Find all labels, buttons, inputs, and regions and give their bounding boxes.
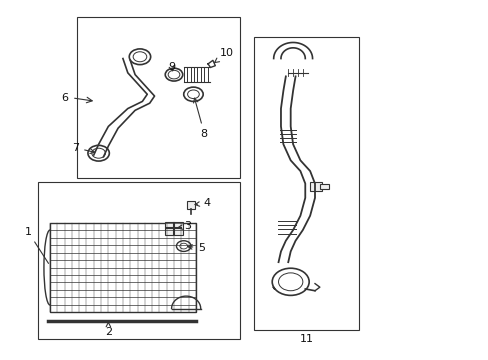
Text: 10: 10 xyxy=(214,48,234,63)
Text: 3: 3 xyxy=(178,221,190,231)
Bar xyxy=(309,182,322,191)
Text: 6: 6 xyxy=(61,93,68,103)
Text: 11: 11 xyxy=(299,334,313,344)
Bar xyxy=(254,37,358,330)
Text: 9: 9 xyxy=(168,63,175,72)
Bar xyxy=(38,182,239,339)
Text: 7: 7 xyxy=(72,143,95,153)
Bar xyxy=(319,184,328,189)
Bar xyxy=(50,223,196,312)
Bar xyxy=(165,222,183,235)
Text: 1: 1 xyxy=(24,227,48,264)
Text: 4: 4 xyxy=(195,198,210,208)
Text: 5: 5 xyxy=(187,243,205,253)
Bar xyxy=(187,201,195,208)
Bar xyxy=(77,18,239,178)
Text: 2: 2 xyxy=(104,321,112,337)
Text: 8: 8 xyxy=(193,98,207,139)
